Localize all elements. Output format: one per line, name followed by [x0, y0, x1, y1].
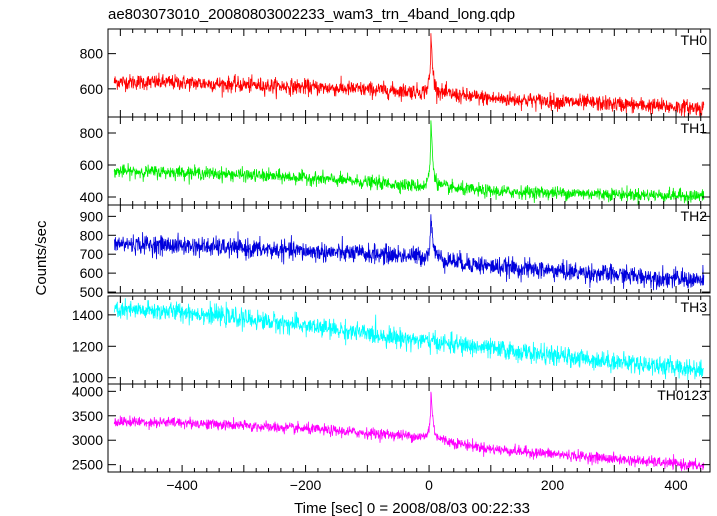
series-th1: [113, 120, 705, 205]
panels-group: 600 800 TH0 400 600 800 TH1 500 600 700 800 900 TH2 1…: [72, 28, 711, 493]
panel-th2: 500 600 700 800 900 TH2: [80, 204, 711, 300]
y-tick-label: 400: [80, 189, 104, 205]
y-axis-label: Counts/sec: [33, 220, 50, 296]
y-tick-label: 800: [80, 227, 104, 243]
x-tick-label: 200: [541, 477, 565, 493]
panel-label: TH0: [681, 32, 708, 48]
panel-th0123: 2500 3000 3500 4000 TH0123: [72, 383, 711, 473]
series-th3: [113, 298, 705, 381]
y-tick-label: 700: [80, 246, 104, 262]
x-tick-label: −200: [290, 477, 322, 493]
y-tick-label: 4000: [72, 383, 103, 399]
panel-frame: [107, 204, 711, 294]
chart-title: ae803073010_20080803002233_wam3_trn_4ban…: [108, 6, 515, 23]
y-tick-label: 900: [80, 208, 104, 224]
y-tick-label: 3500: [72, 408, 103, 424]
panel-th1: 400 600 800 TH1: [80, 116, 711, 206]
panel-th0: 600 800 TH0: [80, 28, 711, 118]
y-tick-label: 600: [80, 157, 104, 173]
panel-label: TH3: [681, 299, 708, 315]
y-tick-label: 800: [80, 125, 104, 141]
x-tick-label: −400: [166, 477, 198, 493]
y-tick-label: 1000: [72, 370, 103, 386]
panel-label: TH0123: [657, 387, 707, 403]
x-tick-label: 400: [664, 477, 688, 493]
panel-frame: [107, 383, 711, 473]
y-tick-label: 600: [80, 265, 104, 281]
panel-th3: 1000 1200 1400 TH3: [72, 295, 711, 386]
series-th0: [113, 33, 705, 117]
panel-label: TH2: [681, 208, 708, 224]
series-th0123: [113, 391, 705, 472]
y-tick-label: 800: [80, 46, 104, 62]
x-axis-label: Time [sec] 0 = 2008/08/03 00:22:33: [294, 500, 530, 516]
y-tick-label: 1200: [72, 338, 103, 354]
series-th2: [113, 214, 705, 291]
x-tick-label: 0: [425, 477, 433, 493]
panel-label: TH1: [681, 120, 708, 136]
y-tick-label: 600: [80, 81, 104, 97]
y-tick-label: 1400: [72, 307, 103, 323]
y-tick-label: 500: [80, 284, 104, 300]
y-tick-label: 2500: [72, 457, 103, 473]
y-tick-label: 3000: [72, 432, 103, 448]
